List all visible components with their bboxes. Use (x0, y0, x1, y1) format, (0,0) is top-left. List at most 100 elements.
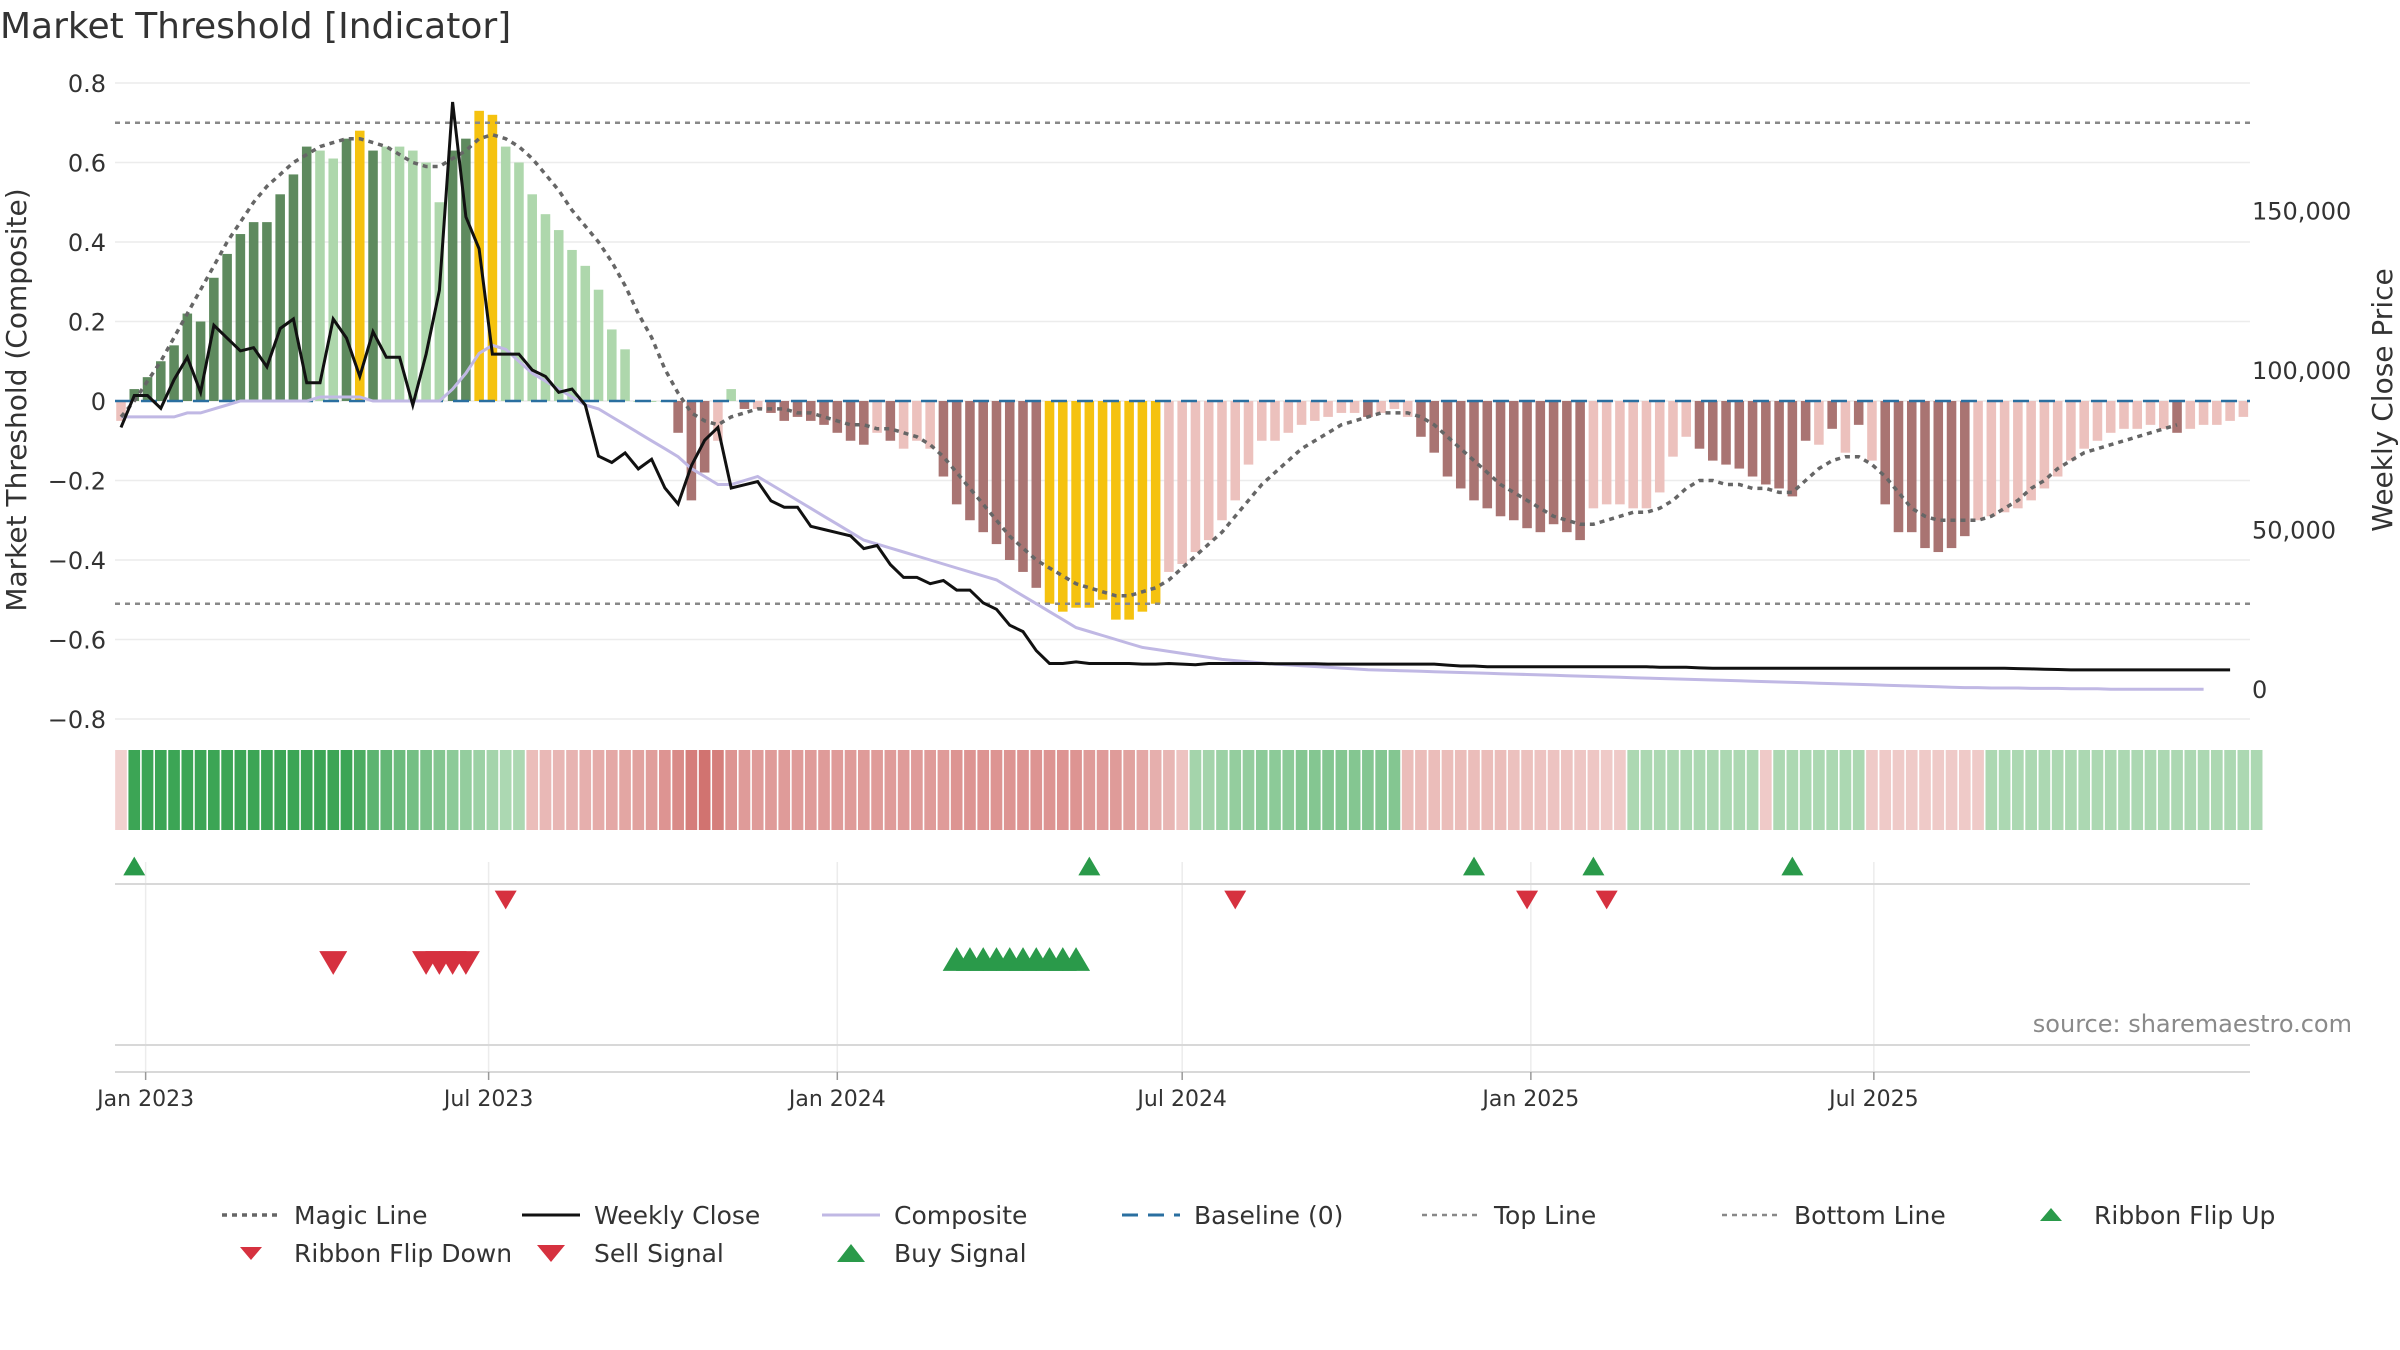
legend-symbol-baseline (1120, 1203, 1182, 1227)
histogram-bar (500, 146, 511, 401)
ribbon-cell (1693, 750, 1706, 830)
ribbon-cell (1176, 750, 1189, 830)
histogram-bar (1800, 401, 1811, 441)
histogram-bar (885, 401, 896, 441)
histogram-bar (1920, 401, 1930, 549)
ribbon-cell (605, 750, 618, 830)
histogram-bar (898, 401, 909, 449)
ribbon-cell (818, 750, 830, 830)
legend-label: Baseline (0) (1194, 1200, 1344, 1230)
ribbon-cell (698, 750, 711, 830)
ribbon-cell (1282, 750, 1295, 830)
ribbon-cell (619, 750, 631, 830)
legend-symbol-bottom (1720, 1203, 1782, 1227)
ribbon-flip-up-marker (1463, 856, 1486, 876)
ribbon-cell (751, 750, 764, 830)
histogram-bar (1270, 401, 1280, 441)
histogram-bar (2198, 401, 2209, 425)
ribbon-cell (1547, 750, 1560, 830)
histogram-bar (925, 401, 935, 449)
histogram-bar (1906, 401, 1917, 533)
legend-row: Magic Line Weekly Close Composite Baseline … (220, 1196, 2380, 1234)
ribbon-cell (446, 750, 459, 830)
histogram-bar (567, 249, 577, 401)
ribbon-cell (1773, 750, 1785, 830)
legend-label: Ribbon Flip Down (294, 1238, 513, 1268)
y-right-tick-label: 100,000 (2252, 357, 2351, 385)
ribbon-flip-up-marker (1781, 856, 1804, 876)
ribbon-cell (2224, 750, 2236, 830)
ribbon-cell (1587, 750, 1600, 830)
histogram-bar (1044, 401, 1055, 604)
histogram-bar (1150, 401, 1161, 604)
ribbon-cell (1388, 750, 1401, 830)
ribbon-cell (433, 750, 446, 830)
ribbon-cell (2211, 750, 2223, 830)
histogram-bar (620, 349, 630, 401)
histogram-bar (447, 150, 458, 401)
legend-item-sell: Sell Signal (520, 1239, 820, 1268)
weekly-close-line (119, 101, 2231, 672)
ribbon-cell (2104, 750, 2117, 830)
legend: Magic Line Weekly Close Composite Baseline … (220, 1196, 2380, 1272)
histogram-bar (951, 401, 962, 505)
histogram-bar (1190, 401, 1201, 553)
histogram-bar (2172, 401, 2182, 433)
ribbon-cell (300, 750, 313, 830)
histogram-bar (1933, 401, 1944, 553)
ribbon-cell (2078, 750, 2091, 830)
ribbon-cell (1653, 750, 1666, 830)
buy-signal-marker (1062, 947, 1091, 971)
ribbon-cell (1136, 750, 1149, 830)
histogram-bar (1310, 401, 1320, 421)
histogram-bar (1084, 401, 1095, 608)
ribbon-cell (1507, 750, 1520, 830)
ribbon-cell (539, 750, 552, 830)
ribbon-cell (1905, 750, 1918, 830)
ribbon-cell (486, 750, 499, 830)
ribbon-cell (1468, 750, 1480, 830)
histogram-bar (1548, 401, 1559, 525)
histogram-bar (288, 174, 299, 401)
ribbon-cell (2118, 750, 2130, 830)
ribbon-cell (1269, 750, 1281, 830)
legend-label: Buy Signal (894, 1238, 1027, 1268)
ribbon-cell (1149, 750, 1162, 830)
histogram-bar (1203, 401, 1214, 541)
histogram-bar (938, 401, 949, 477)
ribbon-cell (2012, 750, 2024, 830)
histogram-bar (2026, 401, 2036, 501)
ribbon-cell (128, 750, 141, 830)
ribbon-cell (1760, 750, 1772, 830)
histogram-bar (699, 401, 710, 473)
y-right-axis-title: Weekly Close Price (2366, 268, 2399, 531)
histogram-bar (1164, 401, 1174, 572)
ribbon-cell (2237, 750, 2250, 830)
ribbon-cell (1096, 750, 1109, 830)
ribbon-cell (499, 750, 512, 830)
histogram-bar (1389, 401, 1400, 409)
ribbon-cell (1892, 750, 1905, 830)
y-tick-label: 0 (91, 388, 106, 416)
histogram-bar (1708, 401, 1718, 461)
histogram-bars (116, 110, 2249, 620)
y-tick-label: 0.8 (68, 70, 106, 98)
ribbon-cell (194, 750, 207, 830)
histogram-bar (2092, 401, 2103, 441)
legend-item-magic: Magic Line (220, 1201, 520, 1230)
ribbon-cell (1958, 750, 1971, 830)
ribbon-cell (566, 750, 578, 830)
legend-label: Ribbon Flip Up (2094, 1200, 2276, 1230)
histogram-bar (328, 158, 339, 401)
ribbon-cell (804, 750, 817, 830)
ribbon-cell (367, 750, 379, 830)
ribbon-cell (1879, 750, 1892, 830)
histogram-bar (1363, 401, 1373, 417)
ribbon-cell (1348, 750, 1361, 830)
legend-symbol-flipup (2020, 1203, 2082, 1227)
ribbon-cell (1428, 750, 1441, 830)
histogram-bar (1217, 401, 1227, 521)
histogram-bar (142, 377, 153, 401)
histogram-bar (1137, 401, 1148, 612)
histogram-bar (1111, 401, 1121, 620)
